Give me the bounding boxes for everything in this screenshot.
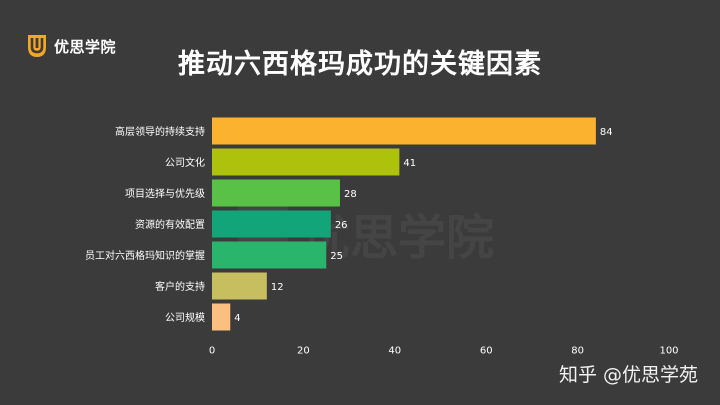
footer-watermark: 知乎 @优思学苑 [558, 364, 698, 386]
x-tick-label: 60 [480, 346, 493, 357]
x-tick-label: 0 [209, 346, 215, 357]
value-label: 25 [330, 251, 343, 262]
category-label: 高层领导的持续支持 [115, 125, 205, 138]
bar [212, 117, 596, 145]
category-label: 公司文化 [165, 156, 205, 169]
logo: 优思学院 [26, 34, 116, 58]
value-label: 4 [234, 313, 240, 324]
value-label: 26 [335, 220, 348, 231]
bar [212, 272, 267, 300]
logo-text: 优思学院 [54, 37, 117, 56]
value-label: 41 [403, 158, 416, 169]
value-label: 12 [271, 282, 284, 293]
background-watermark-text: 优思学院 [302, 210, 495, 266]
chart-title: 推动六西格玛成功的关键因素 [178, 49, 542, 80]
x-tick-label: 80 [571, 346, 584, 357]
category-label: 员工对六西格玛知识的掌握 [85, 249, 205, 262]
x-tick-label: 100 [659, 346, 678, 357]
category-label: 资源的有效配置 [135, 218, 205, 231]
bar [212, 148, 400, 176]
value-label: 84 [600, 127, 613, 138]
u-shield-logo-icon [28, 35, 46, 57]
category-label: 客户的支持 [155, 280, 205, 293]
category-label: 项目选择与优先级 [125, 187, 205, 200]
bar [212, 210, 331, 238]
bar [212, 241, 327, 269]
x-tick-label: 40 [388, 346, 401, 357]
category-label: 公司规模 [165, 311, 205, 324]
x-tick-label: 20 [297, 346, 310, 357]
bar [212, 179, 340, 207]
bar [212, 303, 231, 331]
value-label: 28 [344, 189, 357, 200]
